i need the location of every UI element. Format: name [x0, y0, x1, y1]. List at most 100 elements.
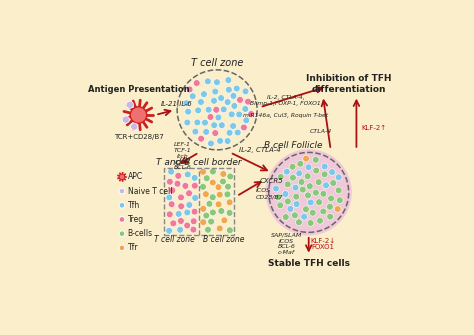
Circle shape [230, 123, 237, 129]
Circle shape [208, 218, 214, 225]
Text: Stable TFH cells: Stable TFH cells [268, 259, 350, 268]
Circle shape [217, 138, 223, 144]
Circle shape [119, 231, 125, 237]
Circle shape [210, 97, 218, 104]
Circle shape [200, 205, 207, 212]
Circle shape [202, 191, 209, 197]
Circle shape [186, 190, 192, 197]
Circle shape [219, 178, 226, 185]
Circle shape [218, 95, 225, 102]
Circle shape [321, 163, 328, 170]
Circle shape [126, 101, 134, 108]
Circle shape [228, 111, 235, 118]
Circle shape [213, 107, 219, 113]
Circle shape [304, 173, 311, 180]
Text: T cell zone: T cell zone [154, 235, 195, 244]
Circle shape [210, 168, 216, 175]
Circle shape [212, 88, 219, 95]
Text: B cell zone: B cell zone [203, 235, 244, 244]
Circle shape [212, 130, 219, 136]
Circle shape [131, 123, 138, 130]
Circle shape [169, 187, 176, 194]
Circle shape [329, 169, 336, 176]
Circle shape [225, 77, 232, 83]
Circle shape [200, 184, 206, 190]
Circle shape [217, 225, 223, 232]
Circle shape [296, 170, 302, 177]
Circle shape [178, 203, 184, 210]
Circle shape [320, 191, 327, 197]
Circle shape [166, 227, 173, 234]
Circle shape [243, 117, 250, 124]
Text: B-cells: B-cells [128, 229, 153, 238]
Circle shape [237, 96, 243, 103]
Circle shape [219, 122, 225, 129]
Text: T and B cell border: T and B cell border [156, 158, 242, 167]
Circle shape [191, 175, 198, 181]
Circle shape [275, 194, 282, 201]
Circle shape [201, 119, 209, 126]
Circle shape [227, 227, 233, 233]
Circle shape [224, 99, 231, 106]
Circle shape [175, 173, 182, 179]
Circle shape [305, 164, 312, 171]
Circle shape [216, 191, 223, 198]
Circle shape [186, 86, 193, 93]
Circle shape [315, 179, 322, 186]
Circle shape [248, 111, 255, 117]
Text: CTLA-4: CTLA-4 [310, 129, 332, 134]
Circle shape [327, 203, 333, 210]
Circle shape [168, 168, 174, 175]
Circle shape [287, 206, 294, 212]
Text: IL-2, CTLA-4: IL-2, CTLA-4 [239, 147, 281, 153]
Circle shape [166, 194, 173, 201]
Circle shape [327, 213, 334, 220]
Circle shape [236, 111, 243, 118]
Circle shape [230, 92, 237, 99]
Circle shape [192, 195, 199, 201]
Text: Tfr: Tfr [128, 243, 138, 252]
Circle shape [284, 198, 291, 205]
Circle shape [191, 208, 198, 215]
Circle shape [307, 183, 313, 190]
Circle shape [200, 169, 206, 175]
Circle shape [215, 201, 222, 208]
Circle shape [313, 167, 319, 174]
Circle shape [282, 191, 289, 197]
Circle shape [203, 129, 210, 135]
Circle shape [119, 217, 125, 222]
Circle shape [335, 187, 342, 194]
Circle shape [224, 138, 231, 144]
Circle shape [292, 184, 299, 191]
Circle shape [225, 183, 231, 190]
Circle shape [122, 116, 129, 123]
Circle shape [192, 128, 199, 135]
Circle shape [277, 174, 284, 180]
Circle shape [226, 199, 233, 206]
Circle shape [312, 189, 319, 196]
Circle shape [220, 106, 227, 113]
Circle shape [224, 191, 231, 198]
Circle shape [186, 202, 192, 208]
Circle shape [190, 226, 197, 233]
Circle shape [221, 217, 228, 224]
Circle shape [191, 182, 198, 189]
Circle shape [292, 212, 298, 219]
Circle shape [208, 140, 214, 147]
Circle shape [166, 211, 173, 218]
Circle shape [231, 103, 237, 109]
Circle shape [119, 174, 125, 180]
Circle shape [203, 175, 210, 182]
Circle shape [207, 114, 214, 120]
Text: miR146a, Cul3, Roquin T-bet: miR146a, Cul3, Roquin T-bet [243, 113, 328, 118]
Circle shape [337, 197, 343, 204]
Circle shape [242, 88, 249, 95]
Circle shape [312, 156, 319, 163]
Circle shape [321, 171, 328, 178]
Text: Naive T cell: Naive T cell [128, 187, 172, 196]
Circle shape [166, 179, 173, 185]
Circle shape [301, 213, 308, 220]
Circle shape [211, 122, 218, 129]
Circle shape [215, 184, 222, 191]
Circle shape [334, 206, 341, 212]
